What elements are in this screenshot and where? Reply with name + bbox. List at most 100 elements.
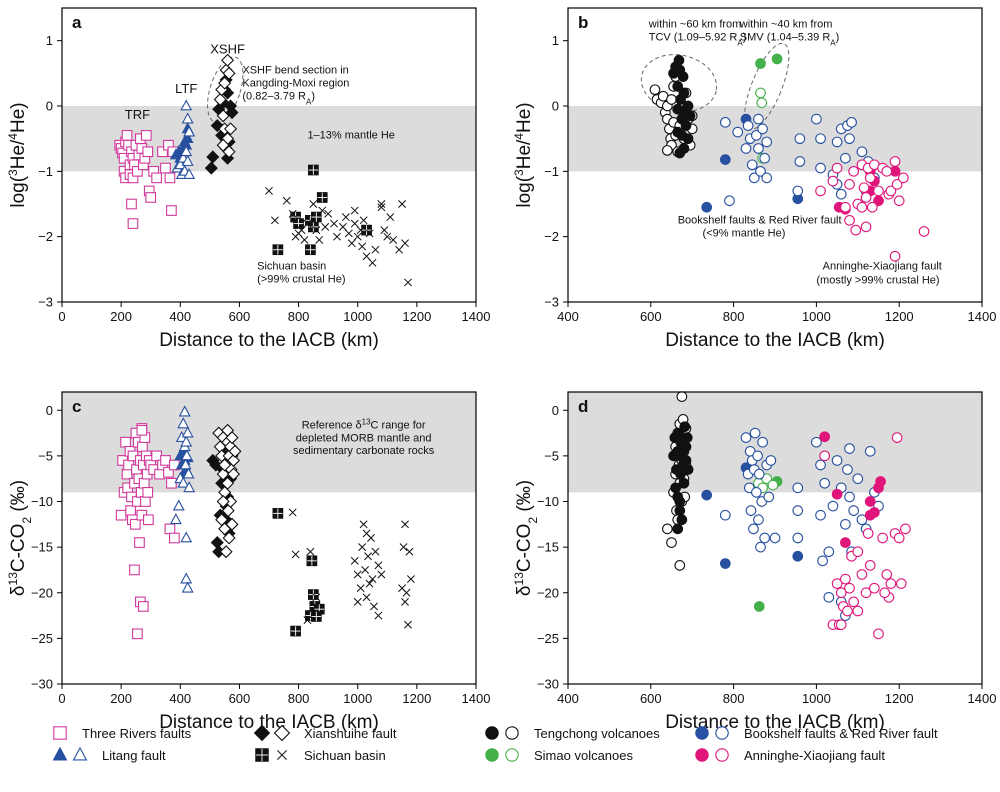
data-point: [126, 198, 137, 210]
annotation: depleted MORB mantle and: [296, 432, 432, 444]
legend-symbol: [505, 748, 519, 762]
data-point: [869, 582, 880, 594]
series-open-diamond: [212, 423, 242, 559]
data-point: [792, 550, 804, 562]
data-point: [210, 536, 224, 550]
x-tick-label: 800: [723, 691, 745, 706]
legend-symbol: [715, 726, 729, 740]
data-point: [815, 185, 826, 197]
data-point: [166, 477, 177, 489]
data-point: [885, 578, 897, 589]
series-cross: [265, 186, 412, 287]
data-point: [866, 201, 878, 213]
data-point: [181, 112, 194, 124]
data-point: [759, 532, 771, 544]
data-point: [682, 464, 694, 475]
data-point: [862, 528, 874, 539]
x-tick-label: 200: [110, 309, 132, 324]
data-point: [303, 219, 312, 228]
y-axis-title: log(3He/4He): [512, 102, 535, 207]
annotation: (mostly >99% crustal He): [816, 275, 939, 287]
annotation: Bookshelf faults & Red River fault: [678, 215, 842, 227]
annotation: TRF: [125, 107, 150, 122]
data-point: [753, 601, 765, 612]
x-tick-label: 1200: [402, 691, 431, 706]
data-point: [213, 92, 227, 107]
data-point: [166, 205, 177, 216]
data-point: [860, 192, 872, 203]
data-point: [811, 436, 822, 448]
y-tick-label: −10: [537, 494, 559, 509]
data-point: [401, 597, 409, 606]
data-point: [140, 130, 152, 141]
data-point: [755, 165, 766, 177]
data-point: [362, 593, 371, 602]
data-point: [835, 619, 847, 631]
data-point: [312, 226, 321, 235]
data-point: [893, 532, 905, 544]
annotation: Reference δ13C range for: [302, 417, 426, 432]
data-point: [324, 209, 333, 218]
data-point: [353, 232, 362, 241]
data-point: [127, 218, 139, 229]
x-tick-label: 600: [229, 309, 251, 324]
x-tick-label: 0: [58, 691, 65, 706]
series-filled-circle: [819, 431, 886, 548]
data-point: [120, 436, 131, 448]
data-point: [792, 185, 804, 197]
data-point: [398, 200, 407, 208]
data-point: [769, 532, 781, 544]
data-point: [383, 232, 392, 241]
data-point: [724, 195, 735, 207]
data-point: [183, 481, 196, 493]
panel-c: 0 200 400 600 800 1000 1200 1400 0 −5 −10 −15 −20 −25…: [6, 391, 490, 733]
legend-symbol: [695, 726, 709, 740]
data-point: [367, 534, 375, 542]
x-tick-label: 800: [723, 309, 745, 324]
data-point: [356, 584, 365, 593]
x-axis-title: Distance to the IACB (km): [159, 330, 379, 351]
data-point: [840, 537, 851, 548]
x-tick-label: 600: [229, 691, 251, 706]
chart-panels: 0 200 400 600 800 1000 1200 140010−1−2−3Distanc…: [6, 7, 996, 733]
legend-symbol: [72, 746, 88, 761]
data-point: [755, 87, 766, 99]
data-point: [666, 537, 677, 548]
data-point: [180, 435, 193, 447]
legend-item: Bookshelf faults & Red River fault: [695, 726, 938, 741]
legend-symbol: [255, 748, 269, 762]
data-point: [889, 250, 901, 262]
data-point: [746, 159, 758, 171]
x-tick-label: 200: [110, 691, 132, 706]
panel-label: a: [72, 13, 82, 32]
data-point: [222, 145, 236, 159]
data-point: [751, 130, 762, 141]
legend-label: Simao volcanoes: [534, 748, 633, 763]
x-tick-label: 1200: [885, 309, 914, 324]
series-open-diamond: [213, 53, 238, 159]
data-point: [216, 138, 230, 152]
data-point: [169, 513, 182, 525]
data-point: [674, 147, 686, 159]
data-point: [365, 229, 374, 238]
data-point: [374, 561, 383, 570]
data-point: [823, 591, 835, 603]
data-point: [221, 476, 235, 490]
data-point: [164, 172, 176, 184]
legend-symbol: [276, 749, 288, 761]
annotation: within ~40 km from: [739, 19, 833, 31]
data-point: [856, 514, 868, 526]
data-point: [219, 545, 233, 559]
data-point: [140, 496, 151, 507]
data-point: [662, 523, 673, 535]
data-point: [827, 500, 839, 512]
data-point: [288, 209, 297, 218]
data-point: [306, 547, 315, 556]
panel-b: 400 600 800 1000 1200 1400 1 0 −1 −2 −3 Distance to…: [512, 7, 996, 351]
y-tick-label: −2: [544, 229, 559, 244]
data-point: [179, 458, 192, 470]
data-point: [142, 487, 154, 498]
y-tick-label: −5: [544, 448, 559, 463]
data-point: [401, 520, 409, 529]
data-point: [891, 179, 903, 190]
